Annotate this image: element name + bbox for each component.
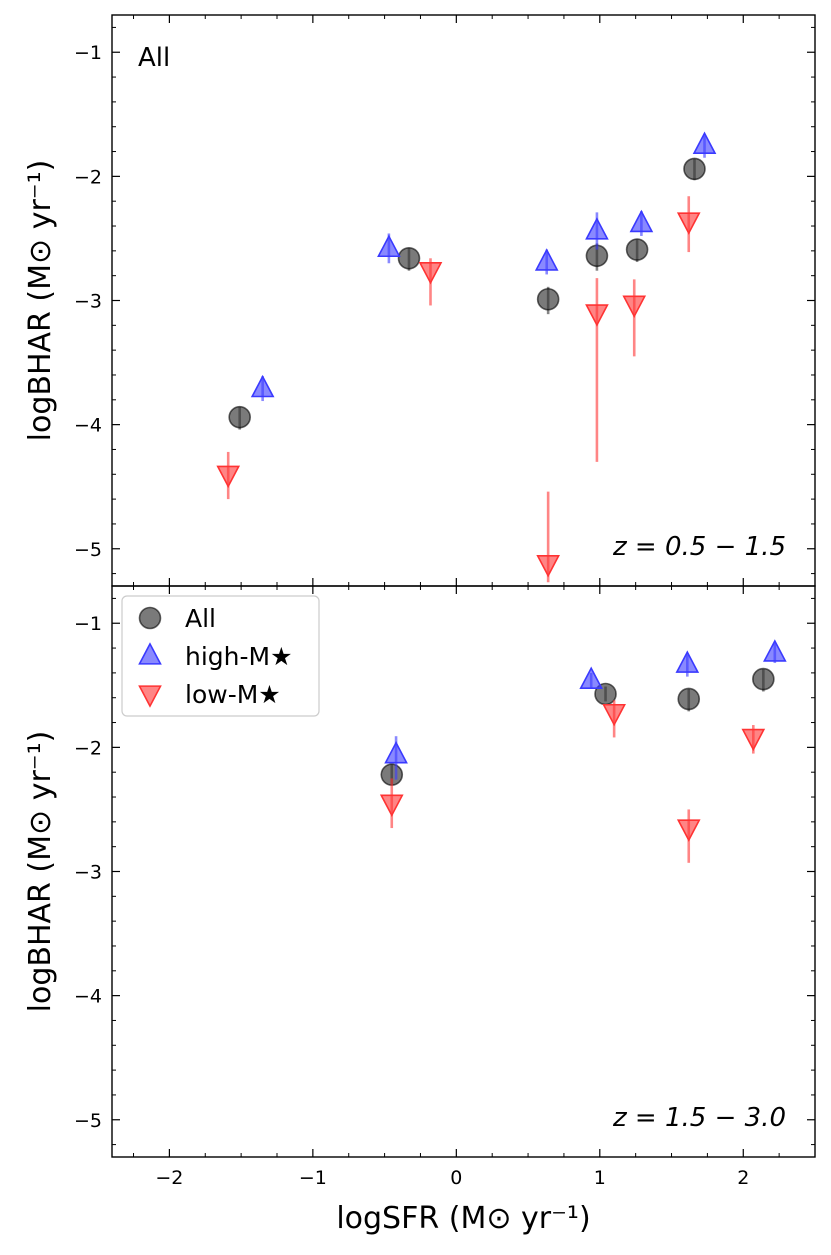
- top-point-triangle-up: [585, 217, 609, 240]
- top-point-triangle-down: [622, 295, 647, 319]
- bottom-data: [379, 639, 787, 863]
- legend-label: All: [185, 604, 216, 633]
- top-plot-frame: [111, 14, 816, 587]
- top-point-circle: [683, 157, 706, 181]
- bottom-ytick-label: −2: [74, 737, 102, 759]
- legend-marker-triangle-down: [138, 685, 162, 708]
- legend-marker-circle: [138, 606, 162, 630]
- legend-label: low-M★: [185, 680, 281, 709]
- bottom-point-triangle-up: [579, 666, 604, 690]
- top-point-circle: [536, 287, 560, 311]
- top-redshift-label: z = 0.5 − 1.5: [612, 532, 786, 562]
- bottom-ytick-label: −4: [74, 986, 102, 1008]
- legend: All high-M★ low-M★: [121, 595, 320, 717]
- bottom-point-triangle-up: [384, 741, 408, 764]
- top-data: [216, 131, 717, 583]
- bottom-ytick-label: −1: [74, 613, 102, 635]
- bottom-point-triangle-down: [379, 794, 404, 818]
- top-point-triangle-down: [216, 465, 241, 489]
- axis-labels: logBHAR (M⊙ yr⁻¹) logBHAR (M⊙ yr⁻¹) logSFR…: [23, 160, 591, 1236]
- top-point-circle: [228, 405, 251, 429]
- xtick-label: −2: [155, 1167, 183, 1189]
- legend-marker-triangle-up: [138, 642, 162, 665]
- xtick-label: 0: [450, 1167, 462, 1189]
- top-point-triangle-up: [377, 234, 401, 258]
- top-ytick-label: −2: [74, 166, 102, 188]
- top-point-circle: [397, 246, 421, 270]
- legend-box: [121, 595, 320, 717]
- bottom-point-triangle-up: [675, 650, 700, 673]
- top-panel: −1 −2 −3 −4 −5 All z = 0.5 − 1.5: [74, 14, 816, 587]
- bottom-point-triangle-down: [741, 728, 766, 752]
- bottom-point-circle: [752, 667, 775, 691]
- xlabel: logSFR (M⊙ yr⁻¹): [336, 1201, 590, 1236]
- bottom-point-triangle-up: [763, 639, 787, 662]
- bottom-ylabel: logBHAR (M⊙ yr⁻¹): [23, 731, 58, 1013]
- legend-label: high-M★: [185, 642, 293, 671]
- xtick-label: 2: [737, 1167, 749, 1189]
- top-point-triangle-up: [534, 248, 559, 271]
- top-point-triangle-up: [250, 374, 275, 398]
- top-point-circle: [625, 238, 649, 261]
- top-ytick-label: −3: [74, 291, 102, 313]
- bottom-ytick-label: −3: [74, 862, 102, 884]
- bottom-point-circle: [677, 687, 701, 711]
- top-point-triangle-down: [418, 262, 443, 285]
- top-ytick-label: −5: [74, 539, 102, 561]
- bottom-point-triangle-down: [602, 703, 626, 727]
- bottom-redshift-label: z = 1.5 − 3.0: [612, 1103, 786, 1133]
- top-ytick-label: −1: [74, 42, 102, 64]
- top-point-triangle-down: [536, 554, 560, 578]
- top-point-triangle-down: [676, 212, 701, 235]
- top-point-triangle-up: [692, 131, 717, 155]
- bottom-panel: −1 −2 −3 −4 −5 −2 −1 0 1 2 z = 1.5 − 3.0: [74, 585, 816, 1189]
- xtick-label: −1: [299, 1167, 327, 1189]
- top-point-triangle-down: [585, 304, 609, 327]
- top-point-triangle-up: [629, 209, 654, 233]
- panel-title-all: All: [138, 43, 170, 73]
- bottom-point-triangle-down: [676, 819, 701, 842]
- top-ylabel: logBHAR (M⊙ yr⁻¹): [23, 160, 58, 442]
- xtick-label: 1: [594, 1167, 606, 1189]
- top-ytick-label: −4: [74, 415, 102, 437]
- bottom-ytick-label: −5: [74, 1110, 102, 1132]
